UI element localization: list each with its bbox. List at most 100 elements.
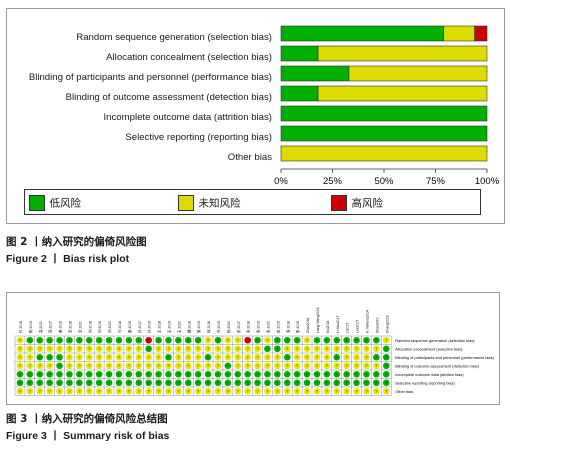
judgment-dot-5-27	[283, 379, 291, 387]
judgment-dot-4-5	[66, 370, 73, 378]
category-label-5: Selective reporting (reporting bias)	[125, 132, 272, 143]
judgment-symbol-2-35: ?	[365, 355, 368, 360]
judgment-symbol-0-34: +	[355, 338, 358, 343]
bar-1-0	[280, 45, 319, 62]
judgment-dot-1-8	[95, 345, 103, 353]
judgment-symbol-6-8: ?	[98, 389, 101, 394]
judgment-dot-3-18	[194, 362, 202, 370]
judgment-symbol-6-6: ?	[78, 389, 81, 394]
judgment-symbol-3-17: ?	[187, 363, 190, 368]
judgment-symbol-2-30: ?	[316, 355, 319, 360]
judgment-symbol-2-26: ?	[276, 355, 279, 360]
study-label-10: 马 2018	[117, 321, 122, 333]
judgment-dot-3-31	[323, 362, 331, 370]
judgment-dot-6-32	[333, 387, 341, 395]
judgment-symbol-4-17: +	[187, 372, 190, 377]
judgment-dot-0-37	[382, 336, 390, 344]
judgment-symbol-3-32: ?	[336, 363, 339, 368]
judgment-symbol-1-6: ?	[78, 346, 81, 351]
judgment-dot-0-24	[254, 336, 261, 344]
judgment-symbol-3-36: ?	[375, 363, 378, 368]
judgment-dot-6-36	[373, 387, 380, 395]
judgment-dot-4-11	[125, 370, 133, 378]
judgment-symbol-0-37: ?	[385, 338, 388, 343]
domain-label-1: Allocation concealment (selection bias)	[395, 346, 463, 351]
judgment-dot-1-34	[353, 345, 360, 353]
judgment-symbol-5-11: +	[128, 380, 131, 385]
judgment-dot-1-30	[313, 345, 321, 353]
judgment-dot-3-6	[76, 362, 83, 370]
judgment-dot-6-20	[214, 387, 222, 395]
study-label-21: 杨 2020	[226, 321, 231, 333]
judgment-dot-0-16	[175, 336, 182, 344]
judgment-symbol-6-12: ?	[138, 389, 141, 394]
judgment-dot-2-11	[125, 353, 133, 361]
judgment-dot-4-30	[313, 370, 321, 378]
judgment-dot-0-17	[184, 336, 192, 344]
judgment-symbol-1-13: +	[147, 346, 150, 351]
bar-0-2	[474, 25, 488, 42]
judgment-dot-3-23	[244, 362, 251, 370]
judgment-dot-4-9	[105, 370, 113, 378]
study-label-12: 孙 2017	[137, 321, 142, 333]
judgment-dot-4-14	[155, 370, 162, 378]
judgment-dot-5-8	[95, 379, 103, 387]
study-label-36: Shao2020	[375, 317, 379, 333]
judgment-symbol-2-33: ?	[346, 355, 349, 360]
judgment-dot-2-2	[36, 353, 44, 361]
judgment-dot-1-7	[85, 345, 93, 353]
judgment-dot-6-1	[26, 387, 34, 395]
judgment-symbol-0-7: +	[88, 338, 91, 343]
judgment-symbol-6-14: ?	[157, 389, 160, 394]
bias-risk-plot: Random sequence generation (selection bi…	[6, 8, 505, 224]
judgment-dot-6-24	[254, 387, 261, 395]
judgment-dot-3-10	[115, 362, 123, 370]
judgment-symbol-3-29: ?	[306, 363, 309, 368]
domain-label-4: Incomplete outcome data (attrition bias)	[395, 372, 464, 377]
judgment-symbol-0-12: +	[138, 338, 141, 343]
judgment-dot-3-29	[303, 362, 311, 370]
judgment-symbol-6-3: ?	[49, 389, 52, 394]
judgment-symbol-5-13: +	[147, 380, 150, 385]
judgment-dot-1-16	[175, 345, 182, 353]
judgment-dot-2-1	[26, 353, 34, 361]
judgment-dot-2-4	[56, 353, 63, 361]
judgment-symbol-4-32: +	[336, 372, 339, 377]
study-label-23: 张 2018	[246, 321, 251, 333]
study-label-25: 张 2020	[265, 321, 270, 333]
judgment-dot-4-34	[353, 370, 360, 378]
judgment-symbol-0-17: +	[187, 338, 190, 343]
judgment-dot-5-16	[175, 379, 182, 387]
judgment-dot-2-19	[204, 353, 212, 361]
study-label-13: 孙 2019	[147, 321, 152, 333]
judgment-symbol-4-14: +	[157, 372, 160, 377]
judgment-dot-5-18	[194, 379, 202, 387]
judgment-dot-6-11	[125, 387, 133, 395]
judgment-symbol-1-36: ?	[375, 346, 378, 351]
judgment-symbol-0-30: +	[316, 338, 319, 343]
judgment-dot-4-29	[303, 370, 311, 378]
category-label-2: Blinding of participants and personnel (…	[28, 72, 272, 83]
judgment-symbol-3-35: ?	[365, 363, 368, 368]
judgment-symbol-4-13: +	[147, 372, 150, 377]
judgment-dot-5-31	[323, 379, 331, 387]
judgment-symbol-1-31: ?	[326, 346, 329, 351]
judgment-dot-3-32	[333, 362, 341, 370]
judgment-dot-6-27	[283, 387, 291, 395]
judgment-symbol-3-0: ?	[19, 363, 22, 368]
judgment-dot-5-35	[363, 379, 370, 387]
judgment-symbol-3-34: ?	[355, 363, 358, 368]
judgment-dot-1-22	[234, 345, 242, 353]
judgment-symbol-3-9: ?	[108, 363, 111, 368]
judgment-dot-5-7	[85, 379, 93, 387]
judgment-symbol-3-25: ?	[266, 363, 269, 368]
judgment-symbol-6-25: ?	[266, 389, 269, 394]
judgment-symbol-3-26: ?	[276, 363, 279, 368]
judgment-symbol-6-27: ?	[286, 389, 289, 394]
judgment-symbol-0-13: -	[148, 338, 150, 343]
judgment-symbol-1-4: ?	[58, 346, 61, 351]
judgment-dot-3-37	[382, 362, 390, 370]
study-label-6: 李 2020	[77, 321, 82, 333]
judgment-symbol-4-3: +	[48, 372, 51, 377]
judgment-symbol-4-24: +	[256, 372, 259, 377]
